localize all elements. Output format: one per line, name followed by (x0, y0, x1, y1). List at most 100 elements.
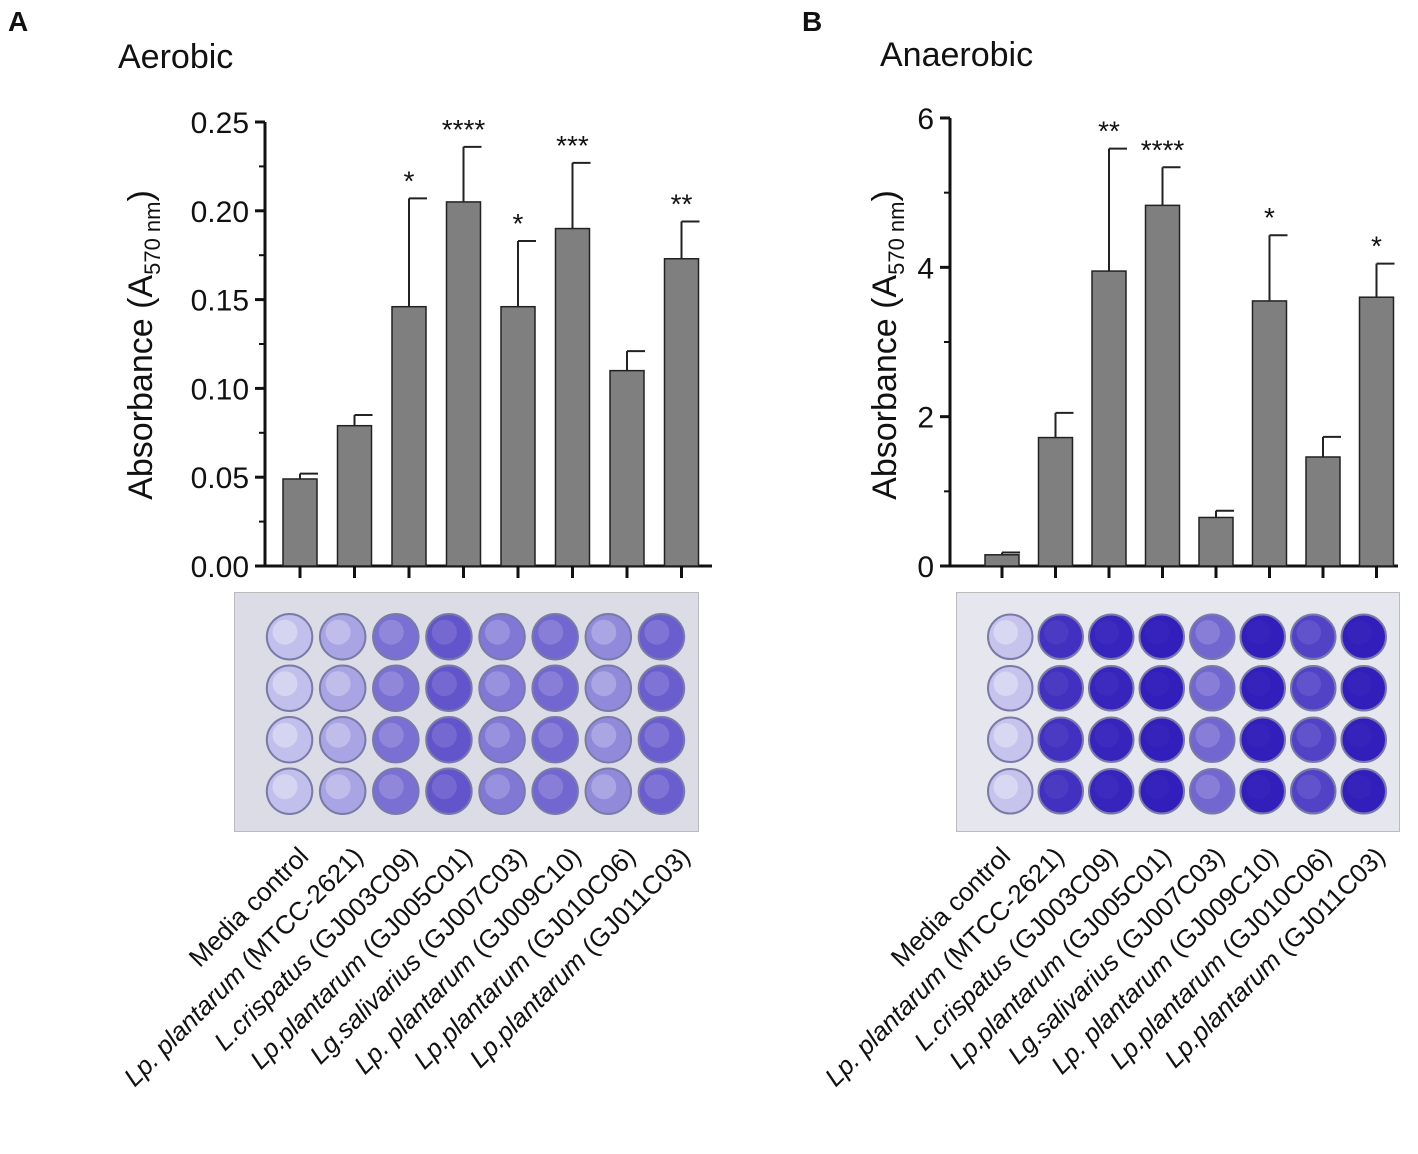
plate-well-highlight (1296, 620, 1322, 645)
plate-well-highlight (325, 774, 351, 800)
plate-well-highlight (1347, 672, 1371, 696)
plate-well-highlight (538, 619, 564, 645)
plate-well (531, 613, 579, 661)
y-tick-label: 0.25 (191, 107, 249, 140)
plate-well-highlight (1246, 620, 1270, 644)
plate-well-highlight (993, 620, 1019, 645)
plate-well-highlight (1095, 723, 1119, 747)
plate-well-highlight (1044, 774, 1069, 800)
plate-well-highlight (591, 671, 617, 697)
plate-well (372, 613, 420, 661)
y-axis-label-aerobic: Absorbance (A570 nm) (122, 190, 165, 500)
plate-well-highlight (644, 671, 670, 697)
plate-well (478, 613, 526, 661)
plate-well-highlight (1347, 620, 1371, 644)
plate-well-highlight (591, 619, 617, 645)
plate-well (637, 716, 686, 764)
plate-well-highlight (1296, 723, 1322, 748)
plate-well (372, 716, 420, 764)
significance-marker: **** (1141, 134, 1185, 165)
plate-well (1290, 665, 1337, 712)
plate-well-highlight (378, 619, 404, 645)
plate-well-highlight (1145, 775, 1169, 799)
plate-well (1239, 716, 1286, 763)
plate-well (425, 767, 473, 815)
significance-marker: ** (671, 188, 693, 219)
plate-well-highlight (1246, 723, 1270, 747)
plate-well (531, 664, 579, 712)
plate-well (425, 716, 473, 764)
plate-well-highlight (1145, 620, 1169, 644)
plate-well (1037, 613, 1084, 660)
plate-well-highlight (644, 774, 670, 800)
significance-marker: ** (1098, 116, 1120, 147)
plate-well-highlight (1095, 775, 1119, 799)
plate-well-highlight (485, 774, 511, 800)
plate-well (1138, 716, 1185, 763)
bar (445, 201, 482, 567)
plate-well (584, 613, 633, 661)
plate-well (584, 664, 633, 712)
plate-well (1239, 613, 1286, 660)
y-tick-label: 0.10 (191, 373, 249, 406)
plate-well (987, 665, 1034, 712)
y-tick-label: 0.20 (191, 196, 249, 229)
plate-well-highlight (378, 774, 404, 800)
well-plate-photo-anaerobic (956, 592, 1400, 832)
plate-well (531, 767, 579, 815)
bar (500, 305, 536, 567)
bar (1198, 516, 1234, 567)
plate-well-highlight (993, 774, 1019, 800)
plate-well-highlight (272, 671, 298, 697)
bar (1144, 204, 1181, 567)
plate-well (1037, 768, 1084, 815)
significance-marker: * (1371, 231, 1382, 262)
plate-well-highlight (538, 671, 564, 697)
plate-well-highlight (644, 619, 670, 645)
plate-well-highlight (1246, 775, 1270, 799)
y-tick-label: 6 (917, 103, 934, 136)
plate-well-highlight (1145, 672, 1169, 696)
plate-well (1340, 665, 1387, 712)
plate-well (265, 664, 314, 712)
plate-well (584, 767, 633, 815)
plate-well (318, 664, 367, 712)
plate-well (425, 664, 473, 712)
plate-well-highlight (538, 722, 564, 748)
plate-well (1138, 665, 1185, 712)
chart-title-aerobic: Aerobic (118, 38, 234, 76)
plate-well (1189, 768, 1236, 815)
bar-chart-aerobic: 0.00 0.05 0.10 0.15 0.20 0.25 Absorbance (A570… (118, 107, 712, 1092)
significance-marker: *** (556, 130, 589, 161)
plate-well (1189, 665, 1236, 712)
plate-well (1138, 768, 1185, 815)
panel-letter-a: A (8, 6, 29, 37)
plate-well (478, 767, 526, 815)
plate-well-highlight (1347, 775, 1371, 799)
plate-well-highlight (325, 619, 351, 645)
plate-well-highlight (485, 619, 511, 645)
plate-well (1340, 768, 1387, 815)
plate-well (318, 767, 367, 815)
plate-well (372, 664, 420, 712)
chart-title-anaerobic: Anaerobic (880, 36, 1034, 74)
plate-well-highlight (485, 671, 511, 697)
plate-well (1290, 768, 1337, 815)
plate-well-highlight (1347, 723, 1371, 747)
plate-well (318, 613, 367, 661)
plate-well-highlight (272, 722, 298, 748)
y-axis-label-anaerobic: Absorbance (A570 nm) (866, 190, 909, 500)
plate-well (265, 767, 314, 815)
bar (391, 305, 427, 567)
plate-well (531, 716, 579, 764)
plate-well (425, 613, 473, 661)
y-tick-label: 2 (917, 402, 934, 435)
plate-well (318, 716, 367, 764)
plate-well-highlight (325, 722, 351, 748)
bar (1037, 436, 1074, 567)
significance-marker: * (513, 208, 524, 239)
y-tick-label: 4 (917, 252, 934, 285)
y-tick-label: 0.00 (191, 551, 249, 584)
plate-well-highlight (378, 671, 404, 697)
